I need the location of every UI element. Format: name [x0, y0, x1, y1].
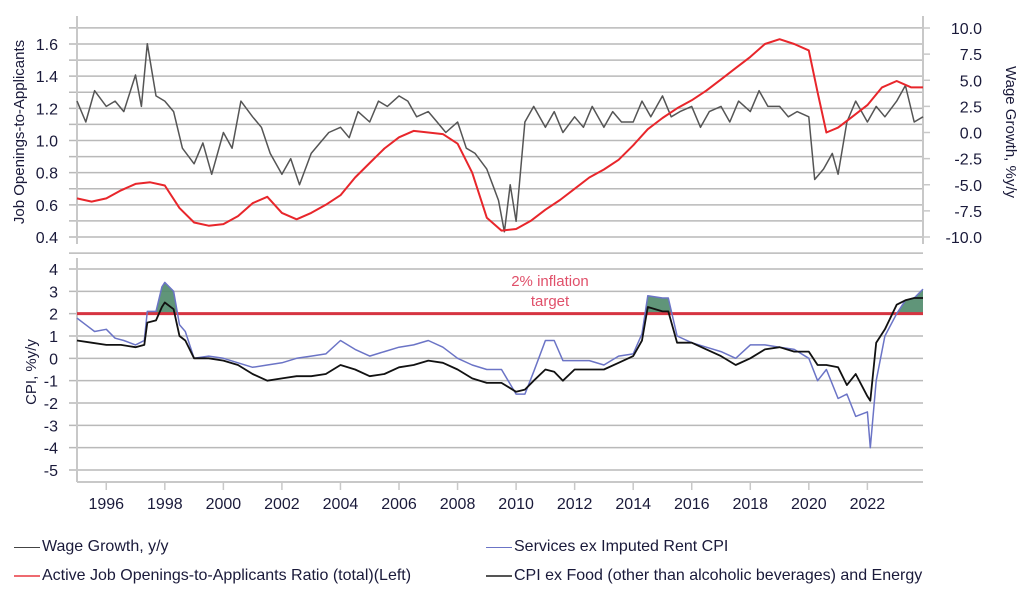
right-tick-label: 2.5	[960, 99, 982, 116]
legend-swatch	[14, 546, 40, 548]
bottom-tick-label: 2	[49, 307, 58, 324]
axes	[76, 16, 930, 490]
x-tick-label: 2004	[323, 496, 359, 513]
target-annotation-line1: 2% inflation	[511, 273, 589, 290]
bottom-axis-title: CPI, %y/y	[23, 339, 40, 405]
series-lines	[76, 38, 924, 449]
bottom-tick-label: 0	[49, 351, 58, 368]
right-tick-label: -2.5	[954, 152, 982, 169]
legend-label: Wage Growth, y/y	[42, 538, 169, 555]
x-tick-label: 2020	[791, 496, 827, 513]
right-axis-title: Wage Growth, %y/y	[1002, 66, 1019, 198]
bottom-tick-label: -5	[44, 463, 58, 480]
bottom-tick-label: 4	[49, 262, 58, 279]
legend-swatch	[486, 546, 512, 548]
left-tick-label: 1.0	[36, 134, 58, 151]
right-tick-label: -5.0	[954, 178, 982, 195]
x-tick-label: 1998	[147, 496, 183, 513]
left-tick-label: 1.4	[36, 69, 58, 86]
right-tick-label: 0.0	[960, 126, 982, 143]
x-tick-label: 2016	[674, 496, 710, 513]
core-cpi-line	[76, 297, 923, 402]
left-tick-label: 1.6	[36, 37, 58, 54]
bottom-tick-label: -1	[44, 374, 58, 391]
legend-label: Services ex Imputed Rent CPI	[514, 538, 729, 555]
bottom-tick-label: -2	[44, 396, 58, 413]
services-cpi-line	[76, 281, 924, 449]
bottom-tick-label: -4	[44, 441, 58, 458]
left-tick-label: 1.2	[36, 101, 58, 118]
right-tick-label: -7.5	[954, 204, 982, 221]
legend-item-job-openings-ratio: Active Job Openings-to-Applicants Ratio …	[14, 567, 411, 585]
left-tick-label: 0.4	[36, 230, 58, 247]
job-openings-ratio-line	[76, 38, 923, 232]
legend-item-services-cpi: Services ex Imputed Rent CPI	[486, 538, 728, 556]
x-tick-label: 2022	[850, 496, 886, 513]
x-tick-label: 1996	[88, 496, 124, 513]
above-target-area	[645, 295, 672, 314]
legend-label: CPI ex Food (other than alcoholic bevera…	[514, 567, 923, 584]
tick-labels: 1.6 1.4 1.2 1.0 0.8 0.6 0.4 10.0 7.5 5.0 2.5 0.0 -2.…	[36, 21, 982, 513]
bottom-tick-label: 3	[49, 284, 58, 301]
legend-swatch	[486, 575, 512, 577]
x-tick-label: 2000	[206, 496, 242, 513]
right-tick-label: 7.5	[960, 47, 982, 64]
legend-item-core-cpi: CPI ex Food (other than alcoholic bevera…	[486, 567, 922, 585]
left-axis-title: Job Openings-to-Applicants	[11, 40, 28, 224]
right-tick-label: 10.0	[951, 21, 982, 38]
x-tick-label: 2012	[557, 496, 593, 513]
above-target-area	[897, 289, 923, 314]
left-tick-label: 0.6	[36, 198, 58, 215]
bottom-tick-label: -3	[44, 418, 58, 435]
x-tick-label: 2002	[264, 496, 300, 513]
legend-swatch	[14, 575, 40, 577]
x-tick-label: 2008	[440, 496, 476, 513]
top-panel-gridlines	[69, 27, 923, 254]
bottom-tick-label: 1	[49, 329, 58, 346]
x-tick-label: 2006	[381, 496, 417, 513]
legend-label: Active Job Openings-to-Applicants Ratio …	[42, 567, 412, 584]
x-tick-label: 2018	[732, 496, 768, 513]
wage-growth-line	[76, 42, 924, 233]
legend-item-wage-growth: Wage Growth, y/y	[14, 538, 169, 556]
left-tick-label: 0.8	[36, 166, 58, 183]
right-tick-label: -10.0	[946, 230, 983, 247]
right-tick-label: 5.0	[960, 73, 982, 90]
target-annotation-line2: target	[531, 293, 570, 310]
x-tick-label: 2014	[615, 496, 651, 513]
x-tick-label: 2010	[498, 496, 534, 513]
